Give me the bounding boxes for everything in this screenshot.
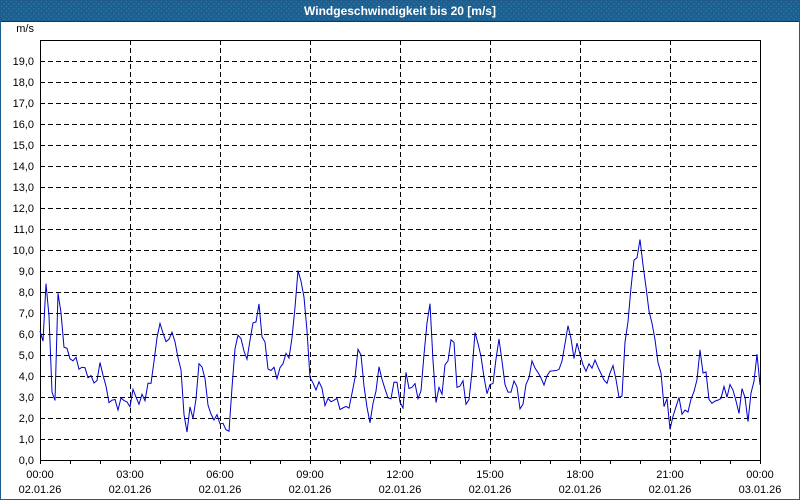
svg-text:9,0: 9,0 xyxy=(19,266,34,278)
svg-text:14,0: 14,0 xyxy=(13,161,34,173)
svg-text:12,0: 12,0 xyxy=(13,203,34,215)
svg-text:18,0: 18,0 xyxy=(13,77,34,89)
svg-text:Windgeschwindigkeit bis 20 [m/: Windgeschwindigkeit bis 20 [m/s] xyxy=(304,4,496,18)
svg-text:03.01.26: 03.01.26 xyxy=(739,484,782,496)
svg-text:02.01.26: 02.01.26 xyxy=(469,484,512,496)
svg-text:5,0: 5,0 xyxy=(19,350,34,362)
svg-text:02.01.26: 02.01.26 xyxy=(289,484,332,496)
svg-text:00:00: 00:00 xyxy=(746,469,774,481)
svg-text:10,0: 10,0 xyxy=(13,245,34,257)
svg-text:09:00: 09:00 xyxy=(296,469,324,481)
svg-text:16,0: 16,0 xyxy=(13,119,34,131)
svg-text:18:00: 18:00 xyxy=(566,469,594,481)
svg-text:19,0: 19,0 xyxy=(13,56,34,68)
svg-text:21:00: 21:00 xyxy=(656,469,684,481)
svg-text:4,0: 4,0 xyxy=(19,371,34,383)
svg-text:1,0: 1,0 xyxy=(19,434,34,446)
svg-text:02.01.26: 02.01.26 xyxy=(19,484,62,496)
svg-text:02.01.26: 02.01.26 xyxy=(199,484,242,496)
svg-text:13,0: 13,0 xyxy=(13,182,34,194)
svg-text:02.01.26: 02.01.26 xyxy=(649,484,692,496)
svg-text:7,0: 7,0 xyxy=(19,308,34,320)
svg-text:15,0: 15,0 xyxy=(13,140,34,152)
svg-text:06:00: 06:00 xyxy=(206,469,234,481)
svg-text:00:00: 00:00 xyxy=(26,469,54,481)
svg-text:6,0: 6,0 xyxy=(19,329,34,341)
svg-text:12:00: 12:00 xyxy=(386,469,414,481)
svg-text:3,0: 3,0 xyxy=(19,392,34,404)
svg-text:02.01.26: 02.01.26 xyxy=(109,484,152,496)
svg-text:02.01.26: 02.01.26 xyxy=(559,484,602,496)
svg-text:03:00: 03:00 xyxy=(116,469,144,481)
svg-text:2,0: 2,0 xyxy=(19,413,34,425)
svg-text:8,0: 8,0 xyxy=(19,287,34,299)
svg-text:17,0: 17,0 xyxy=(13,98,34,110)
svg-text:15:00: 15:00 xyxy=(476,469,504,481)
svg-text:0,0: 0,0 xyxy=(19,455,34,467)
svg-text:11,0: 11,0 xyxy=(13,224,34,236)
svg-text:02.01.26: 02.01.26 xyxy=(379,484,422,496)
svg-text:m/s: m/s xyxy=(16,23,34,35)
